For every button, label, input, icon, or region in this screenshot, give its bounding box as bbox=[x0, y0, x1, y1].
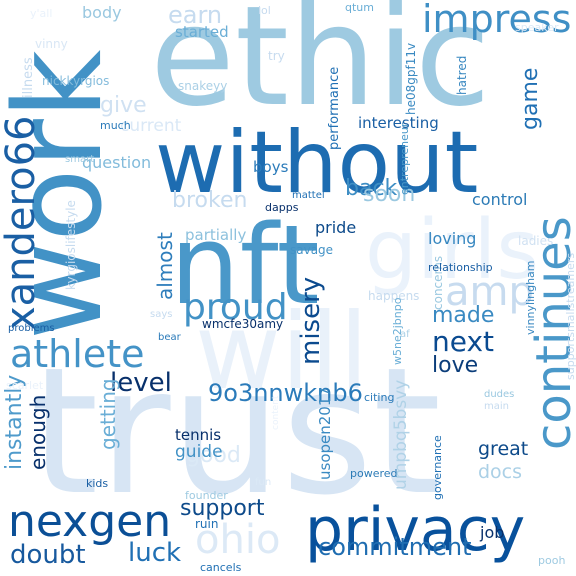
word-nickkyrgios: nickkyrgios bbox=[42, 74, 110, 88]
word-kids: kids bbox=[86, 477, 109, 490]
word-getting: getting bbox=[96, 378, 120, 450]
word-y-all: y'all bbox=[30, 7, 53, 20]
word-ethic: ethic bbox=[150, 0, 491, 137]
word-interesting: interesting bbox=[358, 114, 439, 132]
word-broken: broken bbox=[172, 188, 248, 213]
word-he08gpf11v: he08gpf11v bbox=[404, 42, 418, 115]
word-impress: impress bbox=[422, 0, 572, 41]
word-says: says bbox=[150, 309, 173, 320]
word-nft: nft bbox=[170, 201, 320, 329]
word-savage: savage bbox=[290, 243, 334, 257]
word-docs: docs bbox=[478, 461, 523, 483]
word-control: control bbox=[472, 190, 528, 209]
word-next: next bbox=[432, 325, 495, 358]
word-privacy: privacy bbox=[305, 495, 526, 565]
word-doubt: doubt bbox=[10, 540, 86, 570]
word-made: made bbox=[432, 303, 495, 328]
word-game: game bbox=[518, 67, 543, 130]
word-vinny: vinny bbox=[35, 37, 68, 51]
word-smart: smart bbox=[65, 154, 95, 165]
word-usopen2017: usopen2017 bbox=[316, 387, 334, 480]
word-girls: girls bbox=[365, 203, 540, 298]
word-love: love bbox=[432, 353, 479, 378]
word-pooh: pooh bbox=[538, 554, 566, 567]
word-good: good bbox=[186, 443, 241, 468]
word-9o3nnwknb6: 9o3nnwknb6 bbox=[208, 379, 363, 407]
word-loving: loving bbox=[428, 229, 477, 248]
word-entrepreneur: entrepreneur bbox=[398, 122, 411, 195]
word-supportsmallstreamers: supportsmallstreamers bbox=[564, 252, 576, 380]
word-vinnylingham: vinnylingham bbox=[524, 260, 537, 335]
word-give: give bbox=[100, 93, 147, 118]
word-question: question bbox=[82, 153, 152, 172]
word-relationship: relationship bbox=[428, 261, 493, 274]
word-wmcfe30amy: wmcfe30amy bbox=[202, 317, 284, 331]
word-illness: illness bbox=[21, 57, 36, 98]
word-dapps: dapps bbox=[265, 201, 299, 214]
word-level: level bbox=[110, 368, 172, 398]
word-current: current bbox=[120, 116, 182, 136]
word-trust: trust bbox=[30, 331, 442, 534]
word-soon: soon bbox=[363, 182, 416, 207]
word-mattel: mattel bbox=[292, 190, 325, 201]
word-cancels: cancels bbox=[200, 561, 242, 574]
word-great: great bbox=[478, 438, 529, 460]
word-xandero66: xandero66 bbox=[0, 115, 44, 330]
word-pride: pride bbox=[315, 218, 357, 237]
word-back: back bbox=[345, 176, 398, 201]
word-enough: enough bbox=[26, 394, 50, 470]
word-problems: problems bbox=[8, 323, 55, 334]
word-tennis: tennis bbox=[175, 426, 222, 444]
word-will: will bbox=[195, 291, 369, 413]
word-try: try bbox=[268, 49, 285, 63]
word-much: much bbox=[100, 119, 131, 132]
word-started: started bbox=[175, 23, 229, 41]
word-founder: founder bbox=[185, 489, 228, 502]
word-speaker: speaker bbox=[515, 21, 559, 34]
word-amp: amp bbox=[445, 269, 534, 315]
word-qtum: qtum bbox=[345, 1, 374, 14]
word-partially: partially bbox=[185, 226, 247, 244]
word-main: main bbox=[484, 401, 509, 412]
word-scarlet: scarlet bbox=[6, 379, 44, 392]
word-commitment: commitment bbox=[318, 533, 472, 561]
word-content: content bbox=[271, 395, 281, 430]
word-misery: misery bbox=[296, 276, 326, 365]
word-guide: guide bbox=[175, 442, 223, 462]
word-bear: bear bbox=[158, 332, 181, 343]
word-job: job bbox=[480, 523, 505, 542]
word-almost: almost bbox=[153, 232, 177, 300]
word-boys: boys bbox=[253, 158, 289, 176]
word-ruin: ruin bbox=[195, 517, 219, 531]
word-af: af bbox=[400, 329, 410, 340]
word-fun: fun bbox=[255, 477, 272, 488]
word-hatred: hatred bbox=[455, 55, 469, 95]
word-snakeyy: snakeyy bbox=[178, 79, 228, 93]
word-ohio: ohio bbox=[195, 517, 281, 563]
word-athlete: athlete bbox=[10, 332, 145, 376]
word-dudes: dudes bbox=[484, 389, 515, 400]
word-support: support bbox=[180, 496, 265, 521]
word-earn: earn bbox=[168, 1, 223, 29]
word-body: body bbox=[82, 3, 122, 22]
word-ladies: ladies bbox=[518, 234, 554, 248]
word-governance: governance bbox=[431, 435, 444, 500]
word-proud: proud bbox=[183, 287, 288, 328]
word-lol: lol bbox=[258, 4, 271, 17]
word-kyrgioslifestyle: kyrgioslifestyle bbox=[64, 200, 78, 290]
word-nexgen: nexgen bbox=[8, 496, 172, 547]
word-powered: powered bbox=[350, 467, 398, 480]
word-performance: performance bbox=[327, 66, 342, 150]
word-without: without bbox=[155, 113, 479, 213]
word-citing: citing bbox=[364, 391, 395, 404]
word-luck: luck bbox=[128, 538, 182, 568]
word-happens: happens bbox=[368, 289, 420, 303]
